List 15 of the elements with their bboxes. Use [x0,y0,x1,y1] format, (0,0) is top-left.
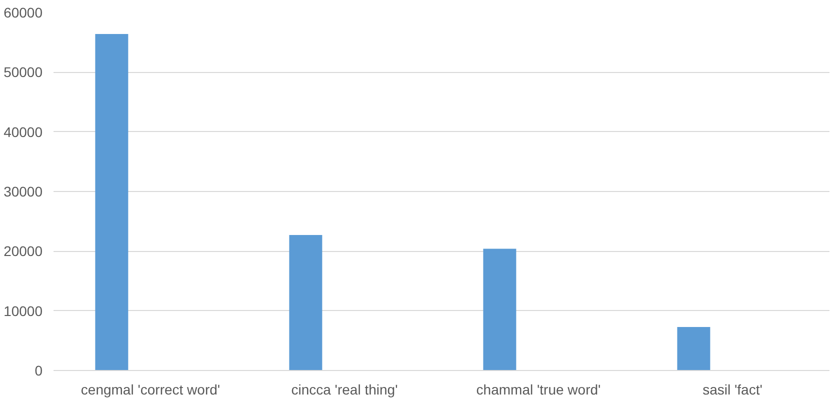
y-tick-label: 40000 [4,124,43,140]
y-tick-label: 60000 [4,4,43,20]
bar [289,235,322,370]
x-tick-label: chammal 'true word' [476,382,601,398]
y-tick-label: 20000 [4,243,43,260]
x-tick-label: sasil 'fact' [702,382,762,398]
y-tick-label: 50000 [4,64,43,80]
bar [483,248,516,370]
bar [95,34,128,370]
y-tick-label: 10000 [4,302,43,319]
x-tick-label: cengmal 'correct word' [80,382,220,398]
y-tick-label: 0 [34,362,43,378]
bar [677,326,710,370]
y-tick-label: 30000 [4,184,43,200]
x-tick-label: cincca 'real thing' [291,382,398,398]
